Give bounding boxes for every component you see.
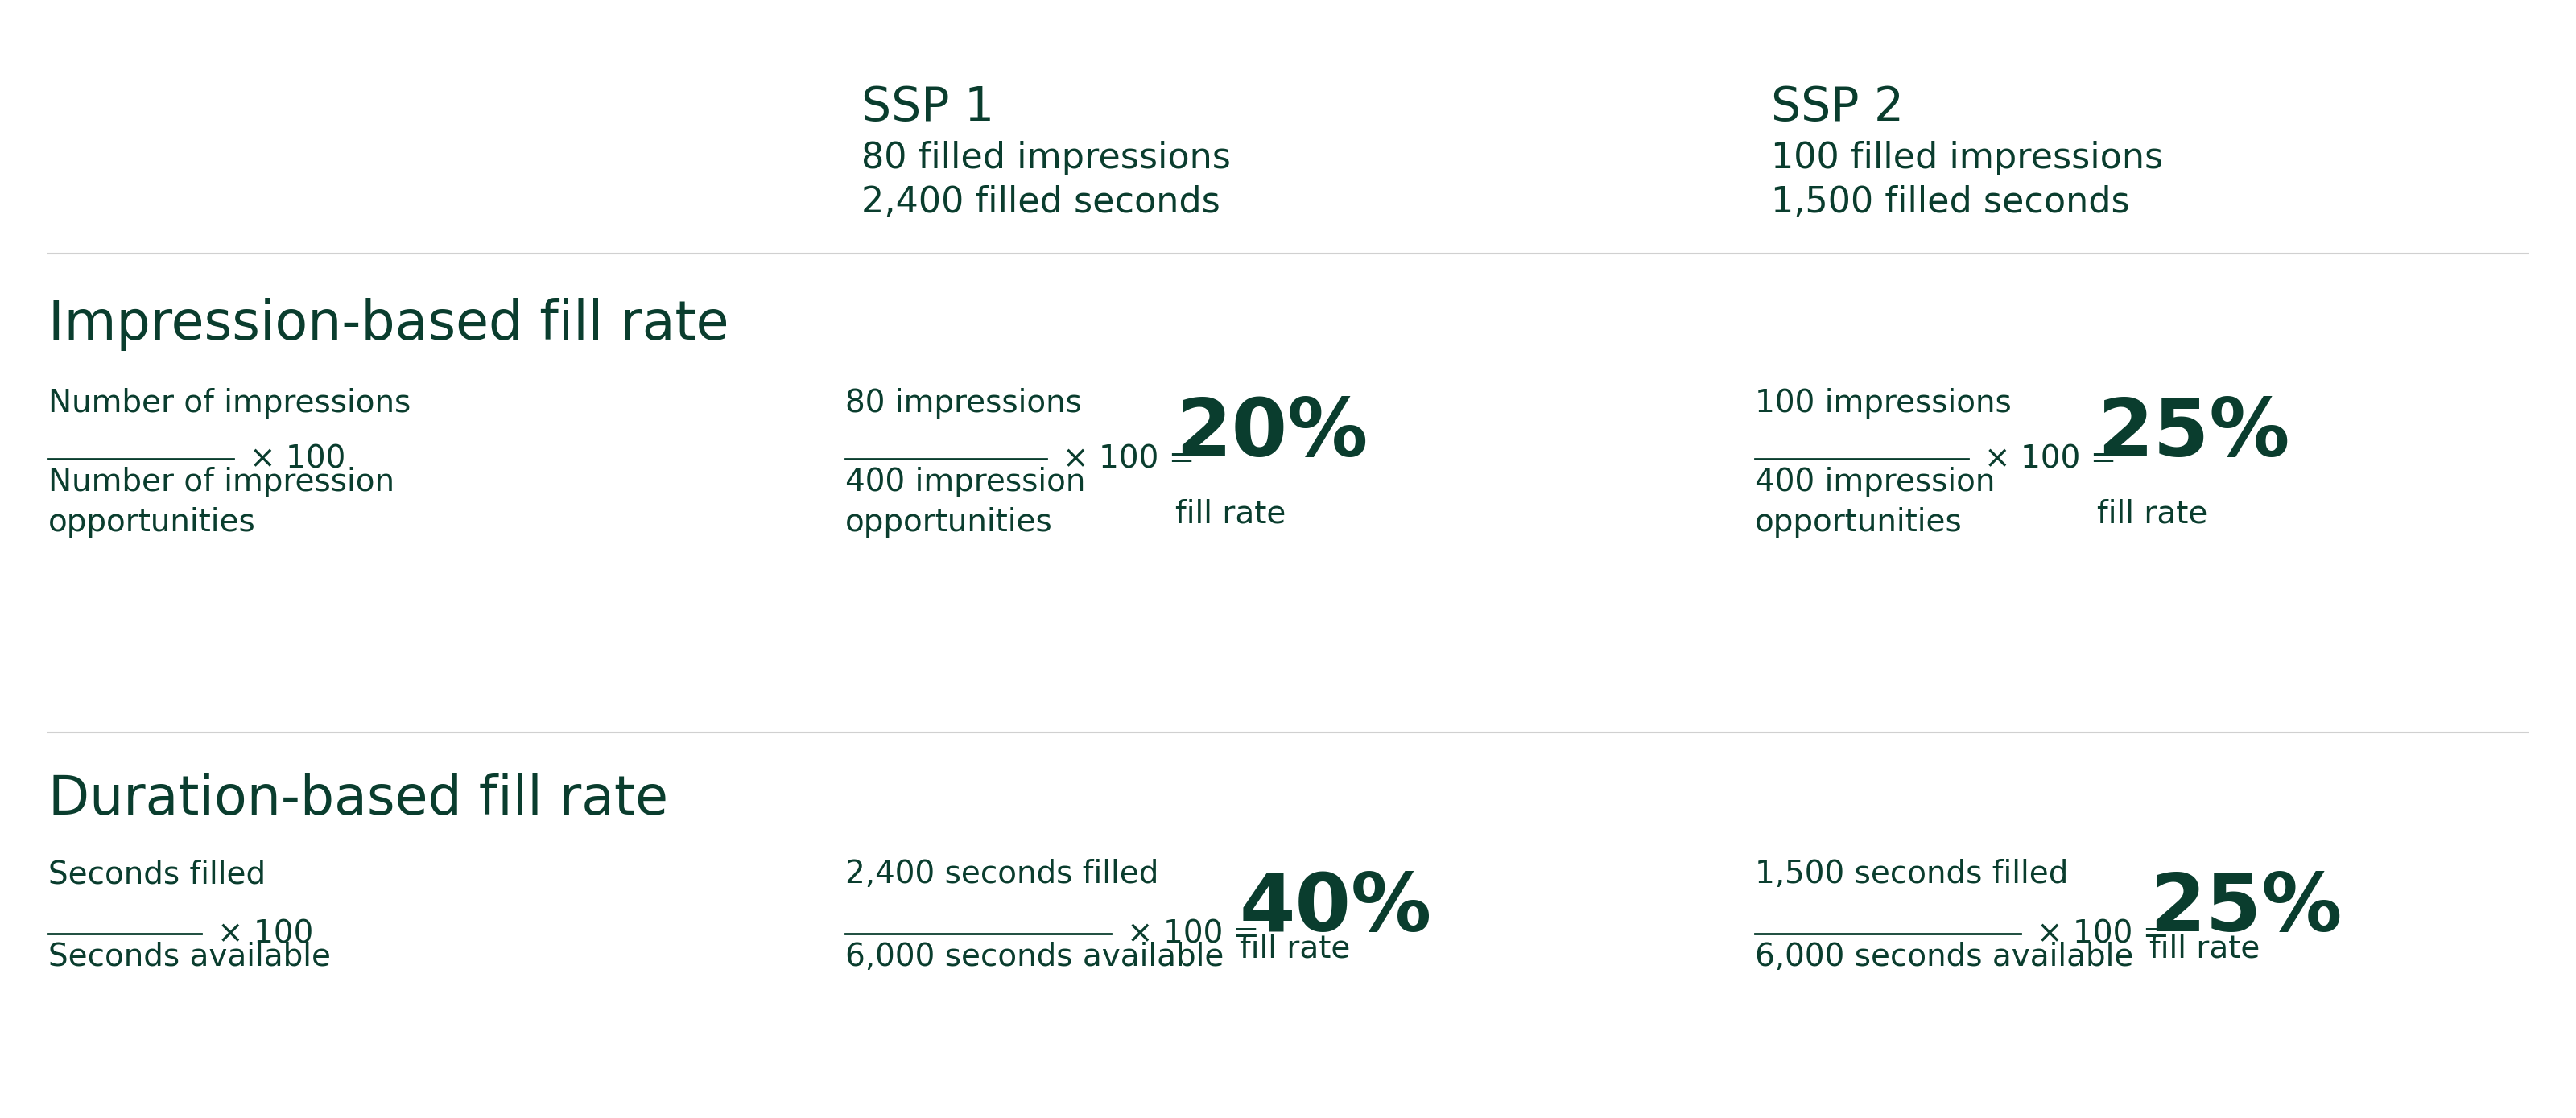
Text: × 100 =: × 100 = <box>2038 918 2169 949</box>
Text: 6,000 seconds available: 6,000 seconds available <box>845 941 1224 973</box>
Text: × 100: × 100 <box>216 918 314 949</box>
Text: 2,400 filled seconds: 2,400 filled seconds <box>860 186 1221 220</box>
Text: 400 impression: 400 impression <box>845 467 1084 498</box>
Text: × 100 =: × 100 = <box>1064 444 1195 474</box>
Text: 20%: 20% <box>1175 396 1368 474</box>
Text: Seconds filled: Seconds filled <box>49 859 265 890</box>
Text: 1,500 filled seconds: 1,500 filled seconds <box>1772 186 2130 220</box>
Text: fill rate: fill rate <box>2148 934 2259 964</box>
Text: 80 impressions: 80 impressions <box>845 388 1082 418</box>
Text: 100 filled impressions: 100 filled impressions <box>1772 141 2164 176</box>
Text: opportunities: opportunities <box>845 508 1054 538</box>
Text: fill rate: fill rate <box>2097 499 2208 530</box>
Text: Seconds available: Seconds available <box>49 941 330 973</box>
Text: opportunities: opportunities <box>1754 508 1963 538</box>
Text: fill rate: fill rate <box>1239 934 1350 964</box>
Text: Number of impressions: Number of impressions <box>49 388 410 418</box>
Text: Number of impression: Number of impression <box>49 467 394 498</box>
Text: Impression-based fill rate: Impression-based fill rate <box>49 297 729 351</box>
Text: opportunities: opportunities <box>49 508 255 538</box>
Text: 25%: 25% <box>2148 871 2342 948</box>
Text: × 100 =: × 100 = <box>1984 444 2117 474</box>
Text: × 100 =: × 100 = <box>1128 918 1260 949</box>
Text: 40%: 40% <box>1239 871 1432 948</box>
Text: 25%: 25% <box>2097 396 2290 474</box>
Text: fill rate: fill rate <box>1175 499 1285 530</box>
Text: Duration-based fill rate: Duration-based fill rate <box>49 773 667 826</box>
Text: SSP 1: SSP 1 <box>860 85 994 131</box>
Text: 100 impressions: 100 impressions <box>1754 388 2012 418</box>
Text: 80 filled impressions: 80 filled impressions <box>860 141 1231 176</box>
Text: × 100: × 100 <box>250 444 345 474</box>
Text: 400 impression: 400 impression <box>1754 467 1994 498</box>
Text: 2,400 seconds filled: 2,400 seconds filled <box>845 859 1159 890</box>
Text: 6,000 seconds available: 6,000 seconds available <box>1754 941 2133 973</box>
Text: 1,500 seconds filled: 1,500 seconds filled <box>1754 859 2069 890</box>
Text: SSP 2: SSP 2 <box>1772 85 1904 131</box>
